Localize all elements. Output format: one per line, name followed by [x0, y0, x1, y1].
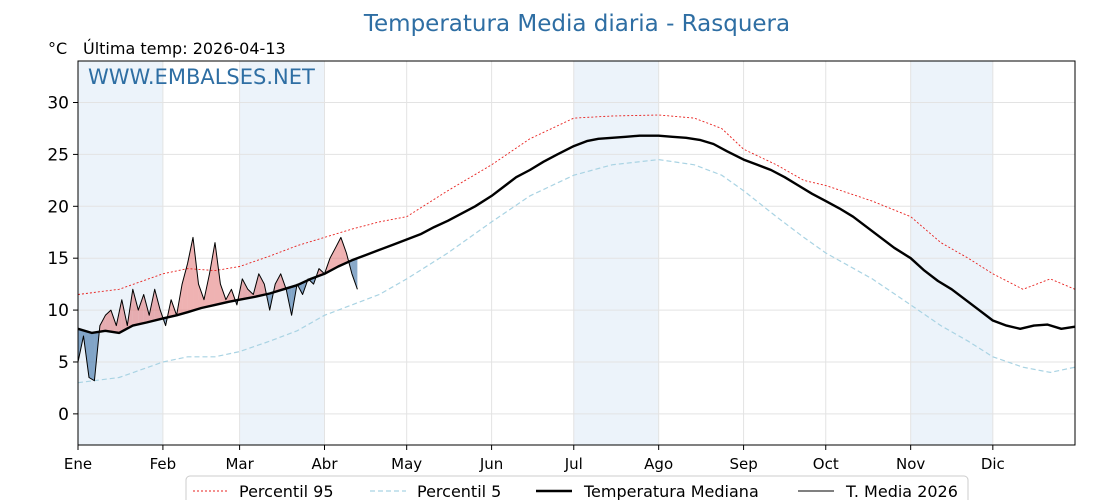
y-tick-label: 25 — [47, 145, 69, 165]
x-tick-label: Abr — [312, 455, 339, 473]
above-median-fill — [209, 243, 214, 307]
x-axis: Ene Feb Mar Abr May Jun Jul Ago Sep Oct Nov Dic — [64, 445, 1005, 473]
x-tick-label: Ago — [644, 455, 673, 473]
below-median-fill — [352, 258, 357, 289]
above-median-fill — [182, 263, 187, 313]
x-tick-label: Feb — [150, 455, 177, 473]
legend-label-median: Temperatura Mediana — [583, 482, 759, 500]
legend-label-p95: Percentil 95 — [239, 482, 334, 500]
y-axis: 0 5 10 15 20 25 30 — [47, 94, 78, 425]
y-tick-label: 5 — [58, 353, 69, 373]
x-tick-label: Jun — [479, 455, 503, 473]
legend-label-current: T. Media 2026 — [845, 482, 958, 500]
legend: Percentil 95 Percentil 5 Temperatura Media… — [186, 476, 968, 500]
month-band-Jul — [574, 61, 659, 445]
x-tick-label: Oct — [813, 455, 839, 473]
watermark: WWW.EMBALSES.NET — [88, 65, 315, 89]
x-tick-label: Sep — [729, 455, 757, 473]
unit-label: °C — [48, 39, 67, 58]
y-tick-label: 0 — [58, 405, 69, 425]
x-tick-label: Mar — [225, 455, 254, 473]
x-tick-label: Ene — [64, 455, 92, 473]
y-tick-label: 15 — [47, 249, 69, 269]
y-tick-label: 20 — [47, 197, 69, 217]
month-band-Nov — [911, 61, 993, 445]
month-band-Ene — [78, 61, 163, 445]
y-tick-label: 30 — [47, 94, 69, 114]
x-tick-label: Dic — [981, 455, 1005, 473]
last-update-label: Última temp: 2026-04-13 — [83, 39, 286, 58]
x-tick-label: Jul — [564, 455, 583, 473]
y-tick-label: 10 — [47, 301, 69, 321]
legend-label-p5: Percentil 5 — [417, 482, 501, 500]
month-band-Mar — [240, 61, 325, 445]
x-tick-label: Nov — [896, 455, 925, 473]
chart-title: Temperatura Media diaria - Rasquera — [363, 11, 790, 37]
below-median-fill — [89, 332, 94, 381]
x-tick-label: May — [391, 455, 422, 473]
